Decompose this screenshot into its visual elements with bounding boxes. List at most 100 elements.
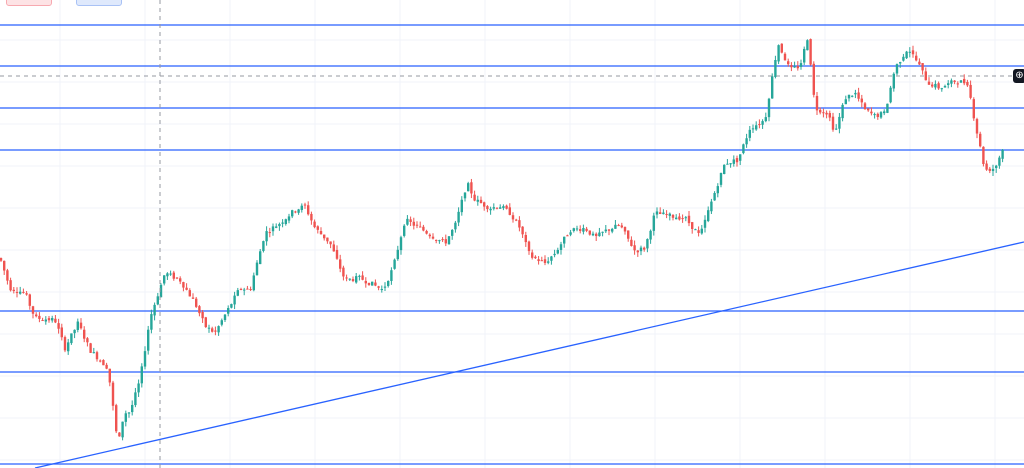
candle-body: [812, 63, 815, 95]
candle-body: [831, 116, 835, 130]
candle-body: [153, 304, 156, 316]
candle-body: [57, 323, 60, 329]
candle-body: [671, 214, 675, 218]
candle-body: [22, 291, 25, 293]
candle-body: [268, 232, 271, 234]
candle-body: [822, 112, 825, 114]
candle-body: [207, 327, 211, 329]
candle-body: [409, 219, 412, 222]
candle-body: [316, 226, 319, 230]
candle-body: [857, 92, 860, 99]
candle-body: [633, 245, 636, 251]
candle-body: [457, 211, 460, 223]
candle-body: [297, 209, 300, 213]
candle-body: [838, 116, 841, 129]
candle-body: [607, 229, 611, 231]
candle-body: [265, 231, 268, 242]
candle-body: [876, 113, 879, 117]
candle-body: [771, 76, 774, 99]
candle-body: [815, 95, 819, 111]
candle-body: [883, 111, 886, 114]
candle-body: [828, 113, 831, 118]
candle-body: [156, 296, 159, 305]
candle-body: [543, 259, 547, 263]
candle-body: [511, 215, 515, 220]
candle-body: [601, 231, 604, 233]
candle-body: [668, 213, 671, 216]
candle-body: [687, 215, 691, 224]
candle-body: [515, 219, 518, 221]
candle-body: [556, 249, 559, 254]
candle-body: [483, 202, 486, 207]
candle-body: [835, 128, 838, 130]
candle-body: [259, 251, 262, 265]
candle-body: [803, 48, 806, 63]
candle-body: [35, 314, 38, 317]
candle-body: [966, 81, 969, 86]
candle-body: [735, 158, 739, 163]
candle-body: [655, 211, 659, 215]
candle-body: [972, 99, 975, 119]
candle-body: [575, 228, 579, 230]
candle-body: [521, 226, 524, 235]
candle-body: [137, 383, 140, 393]
candle-body: [108, 368, 111, 383]
candle-body: [262, 241, 265, 251]
candle-body: [332, 244, 335, 252]
candle-body: [403, 225, 406, 236]
candle-body: [819, 109, 822, 113]
candle-body: [758, 124, 761, 126]
candle-body: [793, 66, 796, 68]
candle-body: [374, 282, 377, 286]
candle-body: [991, 168, 995, 172]
candle-body: [527, 241, 531, 252]
candle-body: [547, 261, 550, 263]
candle-body: [351, 279, 355, 281]
candle-body: [95, 352, 99, 360]
candle-body: [691, 222, 694, 229]
trendline: [34, 241, 1024, 468]
candle-body: [867, 108, 870, 111]
candle-body: [508, 207, 511, 215]
candle-body: [124, 413, 127, 422]
candle-body: [105, 364, 108, 369]
candle-body: [0, 258, 3, 261]
candle-body: [726, 163, 729, 165]
candle-body: [28, 294, 31, 306]
buy-button[interactable]: [76, 0, 122, 6]
candle-body: [550, 256, 553, 261]
candle-body: [239, 288, 243, 290]
candle-body: [419, 226, 422, 228]
sell-button[interactable]: [6, 0, 52, 6]
candle-body: [300, 205, 303, 210]
candle-body: [60, 327, 63, 338]
candle-body: [985, 163, 988, 170]
candle-body: [198, 306, 201, 314]
candle-body: [246, 288, 249, 290]
candle-body: [313, 221, 316, 228]
candle-body: [617, 225, 620, 227]
candle-body: [67, 342, 70, 352]
candle-body: [860, 98, 863, 103]
candle-body: [585, 228, 588, 231]
candle-body: [799, 63, 803, 67]
candle-body: [767, 98, 771, 118]
candle-body: [326, 237, 329, 242]
candle-body: [159, 284, 163, 298]
crosshair-icon[interactable]: ⊕: [1013, 69, 1024, 83]
candle-body: [335, 249, 339, 259]
horizontal-levels: [0, 24, 1024, 465]
candle-body: [278, 224, 281, 227]
candle-body: [495, 207, 499, 209]
candle-body: [399, 237, 403, 251]
candle-body: [143, 351, 147, 367]
candle-body: [447, 236, 451, 245]
candle-body: [854, 92, 857, 95]
candle-body: [147, 329, 150, 351]
candle-body: [979, 133, 982, 147]
candle-body: [371, 281, 374, 286]
candle-body: [790, 65, 793, 68]
candle-body: [563, 236, 566, 244]
